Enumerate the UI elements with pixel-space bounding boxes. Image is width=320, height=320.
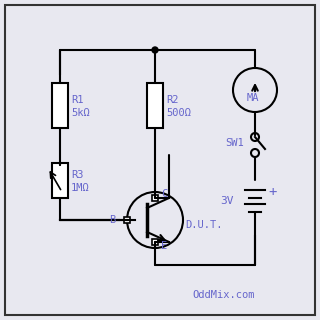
Text: 500Ω: 500Ω [166,108,191,118]
Text: MA: MA [247,93,259,103]
Bar [147,83,163,127]
Text: R1: R1 [71,95,84,105]
Text: OddMix.com: OddMix.com [193,290,255,300]
Circle shape [152,47,158,53]
Text: +: + [268,185,276,199]
Bar [152,239,158,245]
Bar [52,163,68,197]
Text: SW1: SW1 [225,138,244,148]
Bar [152,195,158,201]
Bar [52,83,68,127]
Text: D.U.T.: D.U.T. [185,220,222,230]
Text: C: C [161,189,167,199]
Text: B: B [109,215,115,225]
Text: R2: R2 [166,95,179,105]
Text: E: E [161,241,167,251]
Text: 3V: 3V [220,196,234,206]
Bar [124,217,130,223]
Text: 5kΩ: 5kΩ [71,108,90,118]
Text: R3: R3 [71,170,84,180]
Text: 1MΩ: 1MΩ [71,183,90,193]
